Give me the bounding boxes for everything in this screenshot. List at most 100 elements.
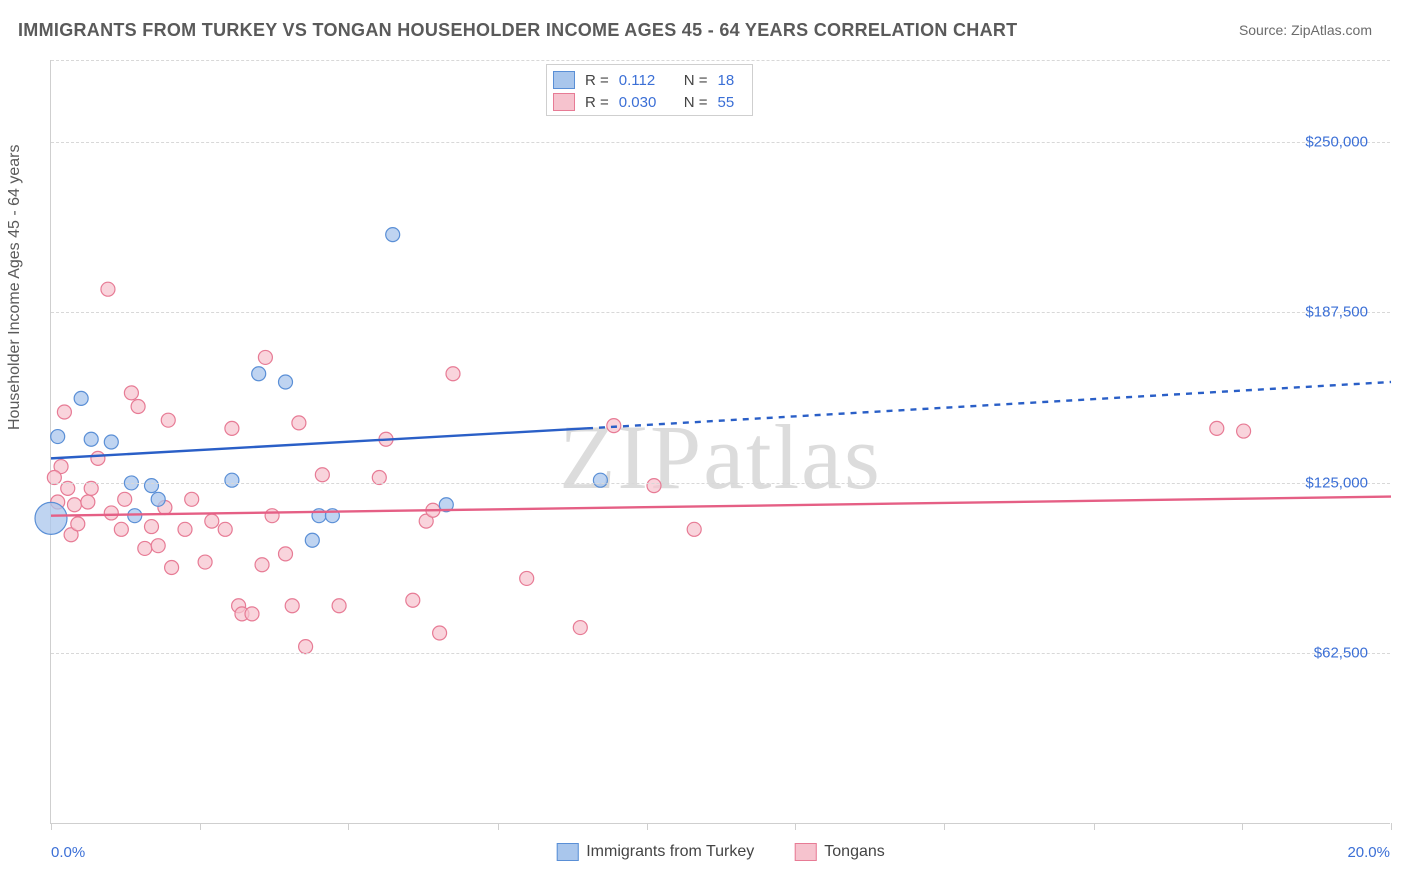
- data-point: [198, 555, 212, 569]
- legend-row-tongans: R = 0.030 N = 55: [553, 91, 746, 113]
- r-label: R =: [585, 72, 609, 89]
- series-legend: Immigrants from Turkey Tongans: [556, 843, 885, 861]
- x-tick: [1094, 823, 1095, 830]
- n-value-turkey: 18: [718, 72, 746, 89]
- data-point: [74, 391, 88, 405]
- swatch-turkey: [556, 843, 578, 861]
- data-point: [51, 430, 65, 444]
- data-point: [205, 514, 219, 528]
- x-tick: [498, 823, 499, 830]
- data-point: [104, 435, 118, 449]
- data-point: [114, 522, 128, 536]
- gridline: [51, 483, 1390, 484]
- data-point: [161, 413, 175, 427]
- data-point: [57, 405, 71, 419]
- legend-row-turkey: R = 0.112 N = 18: [553, 69, 746, 91]
- data-point: [1237, 424, 1251, 438]
- x-tick-label: 0.0%: [51, 844, 85, 861]
- x-tick-label: 20.0%: [1347, 844, 1390, 861]
- swatch-tongans: [553, 93, 575, 111]
- y-axis-label: Householder Income Ages 45 - 64 years: [6, 145, 24, 431]
- legend-item-turkey: Immigrants from Turkey: [556, 843, 754, 861]
- trend-line: [51, 428, 587, 458]
- r-value-turkey: 0.112: [619, 72, 674, 89]
- trend-line: [587, 382, 1391, 428]
- data-point: [279, 375, 293, 389]
- data-point: [225, 473, 239, 487]
- data-point: [178, 522, 192, 536]
- data-point: [225, 421, 239, 435]
- n-value-tongans: 55: [718, 94, 746, 111]
- data-point: [647, 479, 661, 493]
- scatter-plot-svg: [51, 60, 1390, 823]
- x-tick: [200, 823, 201, 830]
- data-point: [118, 492, 132, 506]
- data-point: [252, 367, 266, 381]
- n-label: N =: [684, 72, 708, 89]
- data-point: [265, 509, 279, 523]
- data-point: [315, 468, 329, 482]
- gridline: [51, 60, 1390, 61]
- data-point: [285, 599, 299, 613]
- r-label: R =: [585, 94, 609, 111]
- swatch-tongans: [794, 843, 816, 861]
- data-point: [292, 416, 306, 430]
- data-point: [67, 498, 81, 512]
- data-point: [81, 495, 95, 509]
- data-point: [593, 473, 607, 487]
- trend-line: [51, 497, 1391, 516]
- data-point: [332, 599, 346, 613]
- chart-title: IMMIGRANTS FROM TURKEY VS TONGAN HOUSEHO…: [18, 20, 1017, 41]
- data-point: [71, 517, 85, 531]
- data-point: [573, 621, 587, 635]
- data-point: [255, 558, 269, 572]
- data-point: [433, 626, 447, 640]
- swatch-turkey: [553, 71, 575, 89]
- data-point: [279, 547, 293, 561]
- legend-item-tongans: Tongans: [794, 843, 885, 861]
- data-point: [687, 522, 701, 536]
- y-tick-label: $250,000: [1305, 133, 1368, 150]
- n-label: N =: [684, 94, 708, 111]
- data-point: [245, 607, 259, 621]
- data-point: [1210, 421, 1224, 435]
- data-point: [386, 228, 400, 242]
- data-point: [520, 571, 534, 585]
- x-tick: [647, 823, 648, 830]
- data-point: [84, 432, 98, 446]
- data-point: [218, 522, 232, 536]
- data-point: [145, 479, 159, 493]
- correlation-legend: R = 0.112 N = 18 R = 0.030 N = 55: [546, 64, 753, 116]
- data-point: [151, 492, 165, 506]
- data-point: [124, 386, 138, 400]
- gridline: [51, 653, 1390, 654]
- r-value-tongans: 0.030: [619, 94, 674, 111]
- gridline: [51, 142, 1390, 143]
- data-point: [145, 520, 159, 534]
- source-attribution: Source: ZipAtlas.com: [1239, 22, 1372, 38]
- data-point: [104, 506, 118, 520]
- data-point: [91, 451, 105, 465]
- data-point: [446, 367, 460, 381]
- data-point: [305, 533, 319, 547]
- data-point: [151, 539, 165, 553]
- x-tick: [1242, 823, 1243, 830]
- x-tick: [348, 823, 349, 830]
- gridline: [51, 312, 1390, 313]
- x-tick: [1391, 823, 1392, 830]
- data-point: [299, 640, 313, 654]
- x-tick: [944, 823, 945, 830]
- y-tick-label: $187,500: [1305, 304, 1368, 321]
- legend-label-tongans: Tongans: [824, 843, 885, 861]
- x-tick: [795, 823, 796, 830]
- legend-label-turkey: Immigrants from Turkey: [586, 843, 754, 861]
- x-tick: [51, 823, 52, 830]
- data-point: [35, 502, 67, 534]
- y-tick-label: $125,000: [1305, 474, 1368, 491]
- data-point: [165, 561, 179, 575]
- y-tick-label: $62,500: [1314, 645, 1368, 662]
- data-point: [101, 282, 115, 296]
- data-point: [406, 593, 420, 607]
- data-point: [185, 492, 199, 506]
- chart-area: ZIPatlas R = 0.112 N = 18 R = 0.030 N = …: [50, 60, 1390, 824]
